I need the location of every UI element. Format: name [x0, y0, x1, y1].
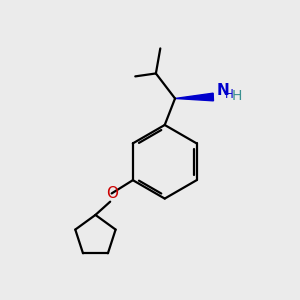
Text: H: H [224, 88, 233, 101]
Text: H: H [232, 88, 242, 103]
Text: O: O [106, 186, 118, 201]
Polygon shape [175, 93, 214, 101]
Text: N: N [217, 83, 230, 98]
